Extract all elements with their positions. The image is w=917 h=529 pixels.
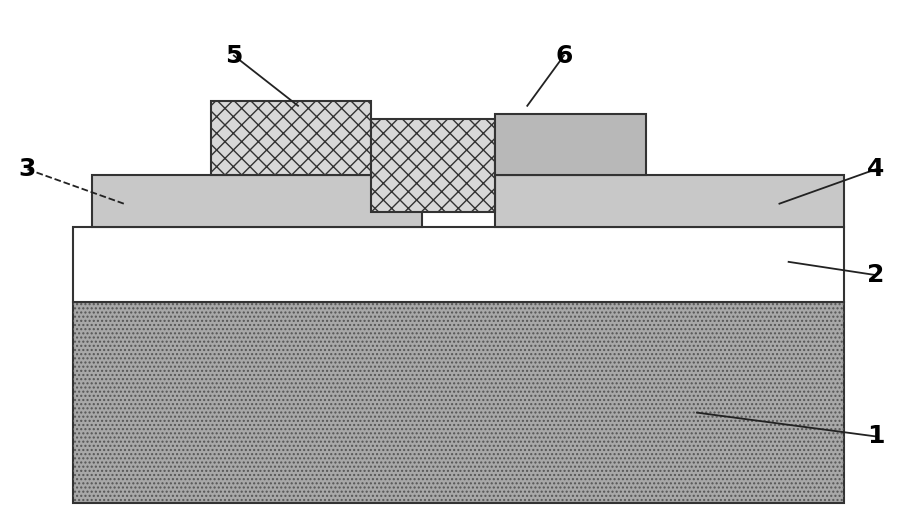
Bar [211, 101, 371, 175]
Bar [495, 114, 646, 175]
Bar [371, 119, 495, 212]
Bar [92, 175, 422, 227]
Bar [73, 227, 844, 302]
Text: 2: 2 [867, 263, 884, 287]
Text: 1: 1 [867, 424, 885, 449]
Bar [73, 302, 844, 503]
Bar [495, 175, 844, 227]
Text: 4: 4 [867, 157, 884, 181]
Text: 6: 6 [556, 43, 572, 68]
Bar [73, 302, 844, 503]
Text: 3: 3 [19, 157, 36, 181]
Text: 5: 5 [226, 43, 242, 68]
